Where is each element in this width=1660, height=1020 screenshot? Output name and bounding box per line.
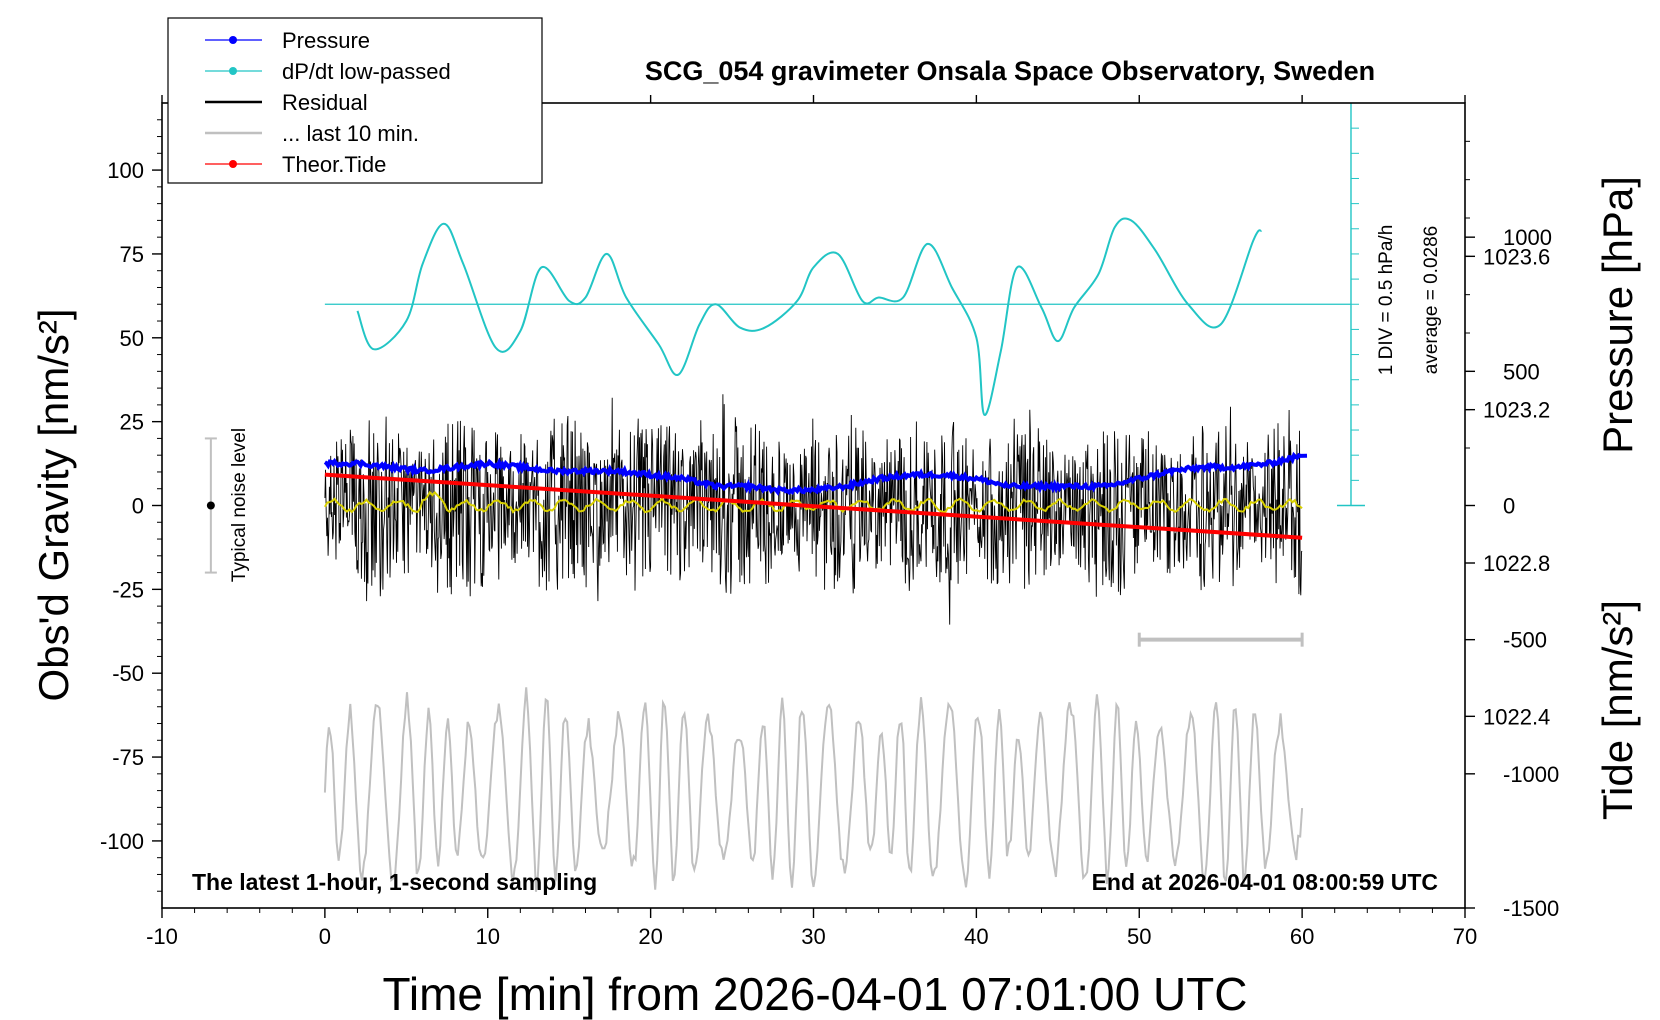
y-tick-label: 100 [107,158,144,183]
y-tick-label: 0 [132,494,144,519]
x-tick-label: 40 [964,924,988,949]
chart-title: SCG_054 gravimeter Onsala Space Observat… [645,56,1375,86]
pressure-line [323,451,1308,497]
tide-tick-label: -1000 [1503,762,1559,787]
pressure-axis-title: Pressure [hPa] [1594,176,1641,454]
x-tick-label: 70 [1453,924,1477,949]
y-axis-title: Obs'd Gravity [nm/s²] [30,308,77,701]
legend-marker [229,160,237,168]
y-tick-label: -100 [100,829,144,854]
pressure-average-label: average = 0.0286 [1421,226,1442,374]
legend-marker [229,67,237,75]
pressure-tick-label: 1023.6 [1483,244,1550,269]
residual-smoothed-line [324,490,1303,514]
legend-label: Residual [282,90,368,115]
noise-bar-center [206,501,215,510]
y-tick-label: 75 [120,242,144,267]
legend-box [167,17,543,184]
legend-marker [229,36,237,44]
theor-tide-line [324,472,1303,540]
y-tick-label: -25 [112,577,144,602]
tide-tick-label: -1500 [1503,896,1559,921]
x-tick-label: 0 [319,924,331,949]
noise-level-label: Typical noise level [229,428,250,582]
pressure-scale-label: 1 DIV = 0.5 hPa/h [1376,225,1397,376]
series-layer [204,102,1365,892]
legend-label: ... last 10 min. [282,121,419,146]
pressure-tick-label: 1022.8 [1483,551,1550,576]
y-tick-label: -75 [112,745,144,770]
x-tick-label: -10 [146,924,178,949]
x-tick-label: 20 [638,924,662,949]
pressure-tick-label: 1023.2 [1483,398,1550,423]
dpdt-line [356,217,1263,416]
bottom-right-note: End at 2026-04-01 08:00:59 UTC [1092,869,1438,895]
legend: Pressure dP/dt low-passed Residual ... last… [167,17,543,184]
pressure-tick-label: 1022.4 [1483,704,1550,729]
x-tick-label: 60 [1290,924,1314,949]
ticks-layer: -10 0 10 20 30 40 50 60 701007550250-25-50-75-10… [100,95,1559,949]
tide-tick-label: -500 [1503,628,1547,653]
x-tick-label: 30 [801,924,825,949]
y-tick-label: 25 [120,410,144,435]
x-tick-label: 50 [1127,924,1151,949]
tide-tick-label: 1000 [1503,225,1552,250]
bottom-left-note: The latest 1-hour, 1-second sampling [192,869,597,895]
tide-tick-label: 500 [1503,359,1540,384]
legend-label: dP/dt low-passed [282,59,451,84]
legend-label: Theor.Tide [282,152,386,177]
legend-label: Pressure [282,28,370,53]
tide-axis-title: Tide [nm/s²] [1594,600,1641,820]
y-tick-label: -50 [112,661,144,686]
tide-tick-label: 0 [1503,494,1515,519]
last-10-min-line [323,687,1304,892]
x-axis-title: Time [min] from 2026-04-01 07:01:00 UTC [383,968,1248,1020]
y-tick-label: 50 [120,326,144,351]
x-tick-label: 10 [476,924,500,949]
